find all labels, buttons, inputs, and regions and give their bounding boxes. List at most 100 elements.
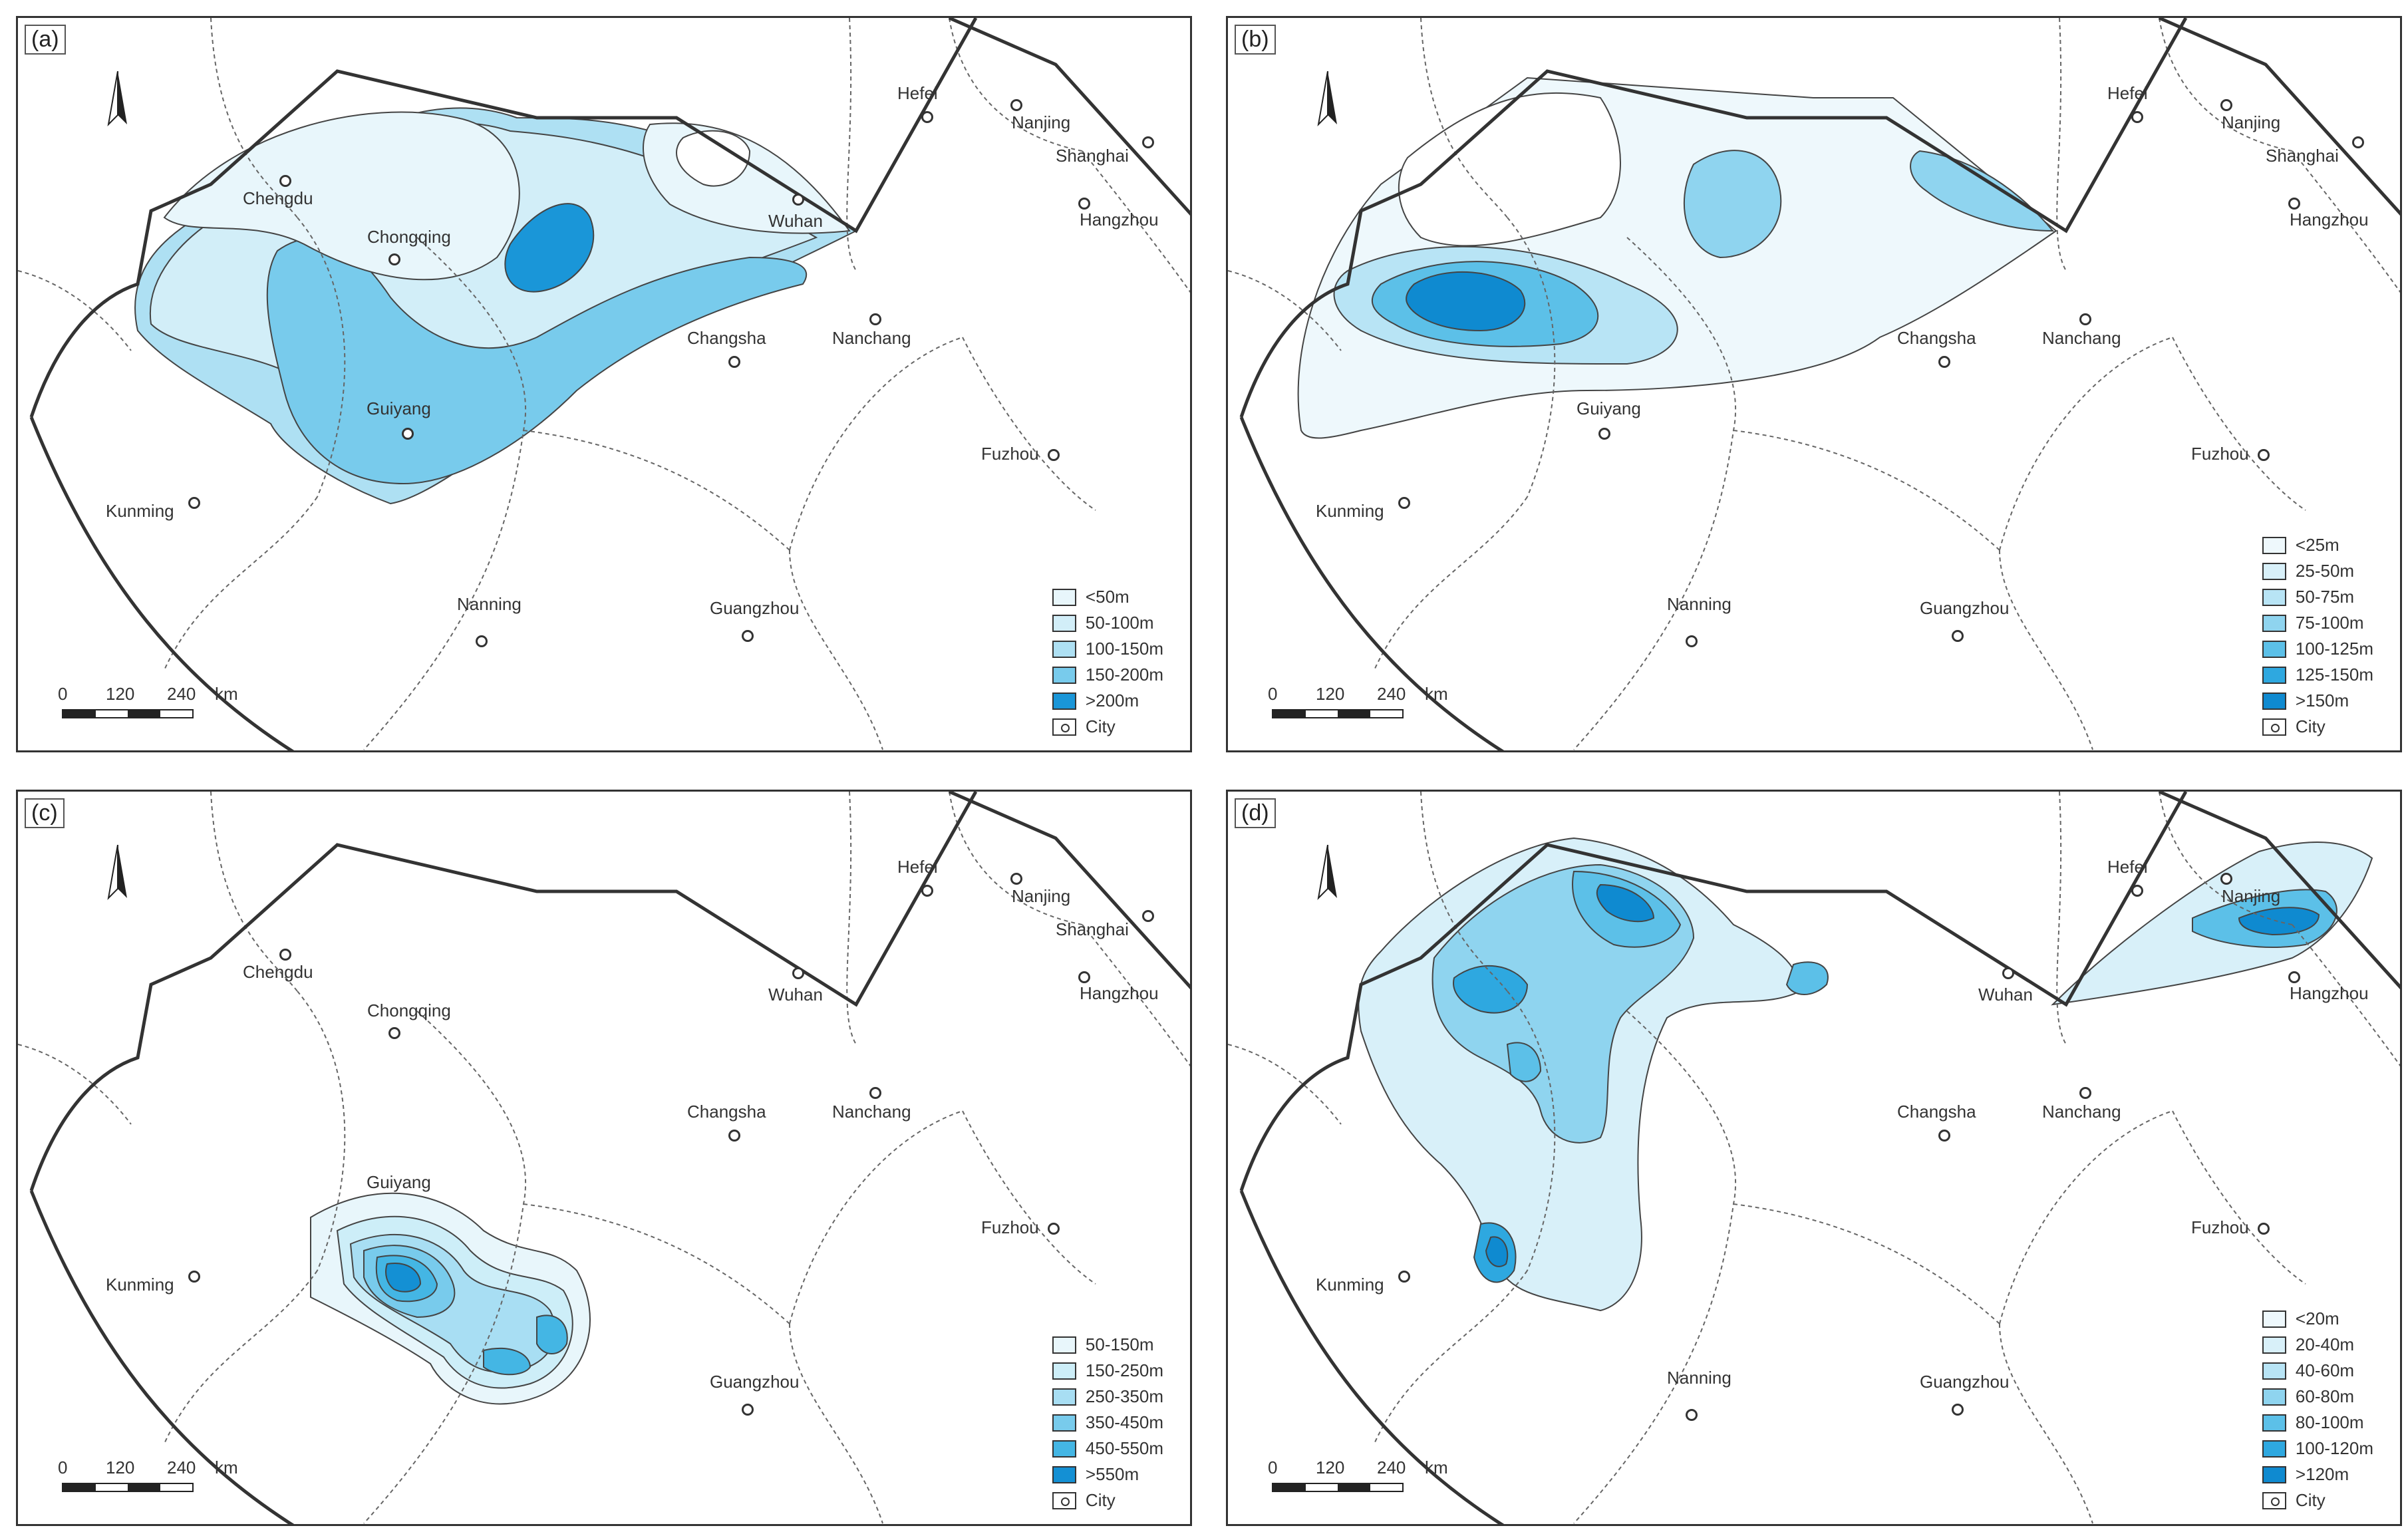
legend-item: 80-100m [2262,1410,2373,1436]
basin-boundary-d [1239,792,2400,1524]
scale-label-120: 120 [106,1458,135,1477]
isopach-gap-a [676,130,751,187]
isopach-zone-150-200-a [266,237,808,485]
city-marker [2131,111,2143,123]
city-label-shanghai: Shanghai [1056,146,1129,166]
scale-bar-graphic [62,709,194,718]
city-symbol-icon [1060,1497,1070,1506]
legend-swatch [2262,588,2286,606]
scale-label-240: 240 [167,1458,196,1477]
legend-label: >200m [1085,691,1139,710]
city-label-guangzhou: Guangzhou [710,1372,800,1392]
city-marker [869,313,881,325]
city-label-guiyang: Guiyang [367,1172,431,1192]
map-canvas-d [1228,792,2400,1524]
legend-item: >150m [2262,688,2373,714]
legend-item: <20m [2262,1306,2373,1332]
legend-item: City [2262,1487,2373,1513]
legend-swatch [1052,588,1076,606]
scale-label-0: 0 [58,684,68,704]
city-marker [921,885,933,897]
isopach-zone-d-4 [1596,883,1655,923]
city-label-chengdu: Chengdu [243,188,313,208]
city-marker [1686,1409,1698,1421]
legend-label: 50-150m [1085,1334,1154,1354]
city-marker [2288,198,2300,210]
city-label-nanchang: Nanchang [832,328,911,348]
legend-item: 25-50m [2262,558,2373,584]
city-marker [388,1027,400,1039]
city-marker [476,635,488,647]
city-label-nanjing: Nanjing [2222,886,2281,906]
city-marker [869,1087,881,1099]
legend-swatch [2262,1414,2286,1432]
legend-label: City [1085,1490,1116,1510]
north-arrow-icon [107,845,127,900]
scale-label-240: 240 [167,684,196,704]
city-label-changsha: Changsha [1897,1102,1976,1122]
legend-item: <50m [1052,584,1163,610]
legend-item: City [2262,714,2373,740]
legend-item: 50-75m [2262,584,2373,610]
city-label-nanjing: Nanjing [1012,112,1071,132]
city-label-kunming: Kunming [1316,501,1384,521]
city-label-hefei: Hefei [897,857,938,877]
isopach-zone-d-5 [1453,965,1529,1014]
scale-label-120: 120 [1316,684,1345,704]
legend-label: 75-100m [2295,613,2364,633]
isopach-zone-b-5 [1684,150,1782,259]
legend-swatch [1052,1336,1076,1354]
legend-label: 150-200m [1085,665,1163,685]
city-marker [728,356,740,368]
legend-item: 150-250m [1052,1358,1163,1384]
legend-swatch [2262,536,2286,554]
legend-item: 450-550m [1052,1436,1163,1462]
city-marker [2220,99,2232,111]
city-marker [2079,313,2091,325]
city-label-shanghai: Shanghai [1056,919,1129,939]
map-canvas-b [1228,18,2400,750]
city-label-changsha: Changsha [1897,328,1976,348]
basin-boundary-c [29,792,1190,1524]
city-marker [279,949,291,961]
city-label-chongqing: Chongqing [367,1001,451,1020]
scale-label-120: 120 [1316,1458,1345,1477]
scale-bar-graphic [62,1483,194,1492]
city-label-guiyang: Guiyang [1577,398,1641,418]
legend-label: 80-100m [2295,1412,2364,1432]
legend-swatch [1052,666,1076,684]
city-label-shanghai: Shanghai [2266,146,2339,166]
legend-label: >120m [2295,1464,2349,1484]
city-marker [1938,1130,1950,1142]
map-canvas-c [18,792,1190,1524]
legend-item: 40-60m [2262,1358,2373,1384]
city-label-wuhan: Wuhan [1978,985,2033,1004]
legend-label: <20m [2295,1309,2339,1328]
city-marker [728,1130,740,1142]
panel-label: (c) [25,798,65,828]
legend-item: 20-40m [2262,1332,2373,1358]
city-marker [1078,198,1090,210]
legend-label: 350-450m [1085,1412,1163,1432]
city-label-nanchang: Nanchang [2042,1102,2121,1122]
legend-swatch [1052,1362,1076,1380]
panel-label: (a) [25,25,66,55]
city-label-kunming: Kunming [1316,1275,1384,1295]
panel-label: (d) [1235,798,1276,828]
city-marker [1938,356,1950,368]
scale-label-0: 0 [1268,1458,1278,1477]
city-label-guangzhou: Guangzhou [1920,598,2010,618]
legend-item: 250-350m [1052,1384,1163,1410]
isopach-zone-d-east-3 [2238,907,2320,936]
map-panel-b: (b) Guiyang Kunming Nanning Guangzhou Ch… [1226,16,2402,752]
scale-label-0: 0 [58,1458,68,1477]
city-label-hangzhou: Hangzhou [1080,210,1159,230]
city-marker [1142,136,1154,148]
legend-label: 50-75m [2295,587,2355,607]
city-label-kunming: Kunming [106,501,174,521]
legend-swatch [1052,1388,1076,1406]
isopach-zone-c-6 [385,1263,422,1293]
panel-label: (b) [1235,25,1276,55]
legend: <20m 20-40m 40-60m 60-80m 80-100m 100-120m >12… [2259,1305,2376,1515]
legend-item: 50-100m [1052,610,1163,636]
